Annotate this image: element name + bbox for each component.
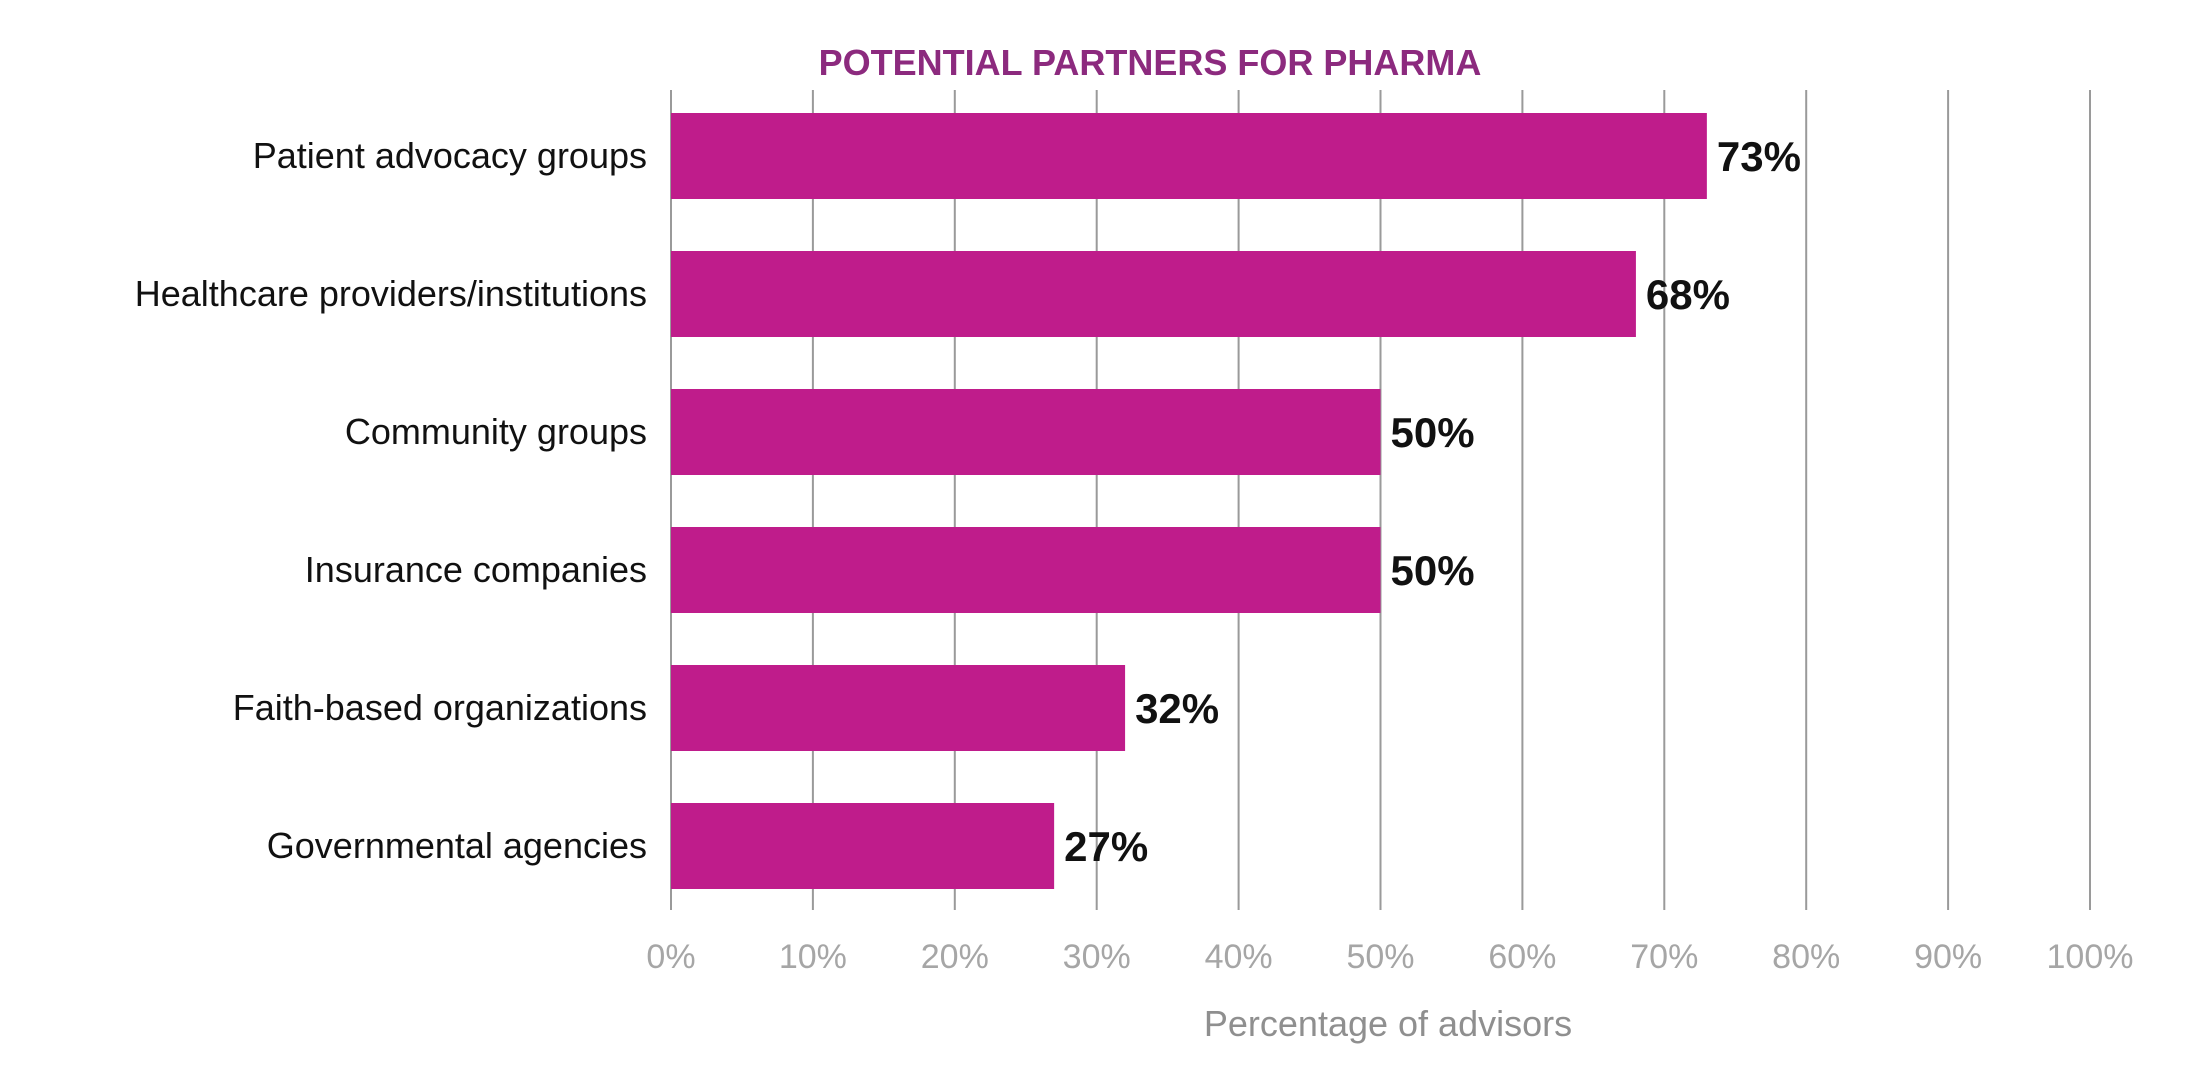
bar-3 — [671, 527, 1381, 613]
x-tick-label-40: 40% — [1205, 938, 1273, 976]
category-label-2: Community groups — [345, 411, 647, 452]
x-axis-title: Percentage of advisors — [1204, 1003, 1572, 1044]
x-tick-label-50: 50% — [1346, 938, 1414, 976]
category-label-4: Faith-based organizations — [233, 687, 647, 728]
category-label-0: Patient advocacy groups — [253, 135, 647, 176]
data-label-1: 68% — [1646, 271, 1730, 318]
data-label-0: 73% — [1717, 133, 1801, 180]
x-axis-ticks: 0% 10% 20% 30% 40% 50% 60% 70% 80% 90% 100% — [646, 938, 2133, 976]
x-tick-label-0: 0% — [646, 938, 695, 976]
x-tick-label-100: 100% — [2047, 938, 2134, 976]
data-label-2: 50% — [1391, 409, 1475, 456]
x-tick-label-20: 20% — [921, 938, 989, 976]
x-tick-label-30: 30% — [1063, 938, 1131, 976]
bar-4 — [671, 665, 1126, 751]
bar-0 — [671, 113, 1707, 199]
x-tick-label-60: 60% — [1488, 938, 1556, 976]
category-label-3: Insurance companies — [305, 549, 647, 590]
x-tick-label-10: 10% — [779, 938, 847, 976]
category-label-1: Healthcare providers/institutions — [135, 273, 647, 314]
data-labels: 73% 68% 50% 50% 32% 27% — [1064, 133, 1801, 870]
gridlines — [670, 90, 2091, 910]
data-label-4: 32% — [1135, 685, 1219, 732]
bar-1 — [671, 251, 1636, 337]
x-tick-label-90: 90% — [1914, 938, 1982, 976]
data-label-5: 27% — [1064, 823, 1148, 870]
chart-title: POTENTIAL PARTNERS FOR PHARMA — [819, 42, 1482, 83]
category-labels: Patient advocacy groups Healthcare provid… — [135, 135, 647, 866]
bar-2 — [671, 389, 1381, 475]
x-tick-label-70: 70% — [1630, 938, 1698, 976]
category-label-5: Governmental agencies — [267, 825, 647, 866]
x-tick-label-80: 80% — [1772, 938, 1840, 976]
data-label-3: 50% — [1391, 547, 1475, 594]
bars — [671, 113, 1707, 889]
bar-5 — [671, 803, 1055, 889]
